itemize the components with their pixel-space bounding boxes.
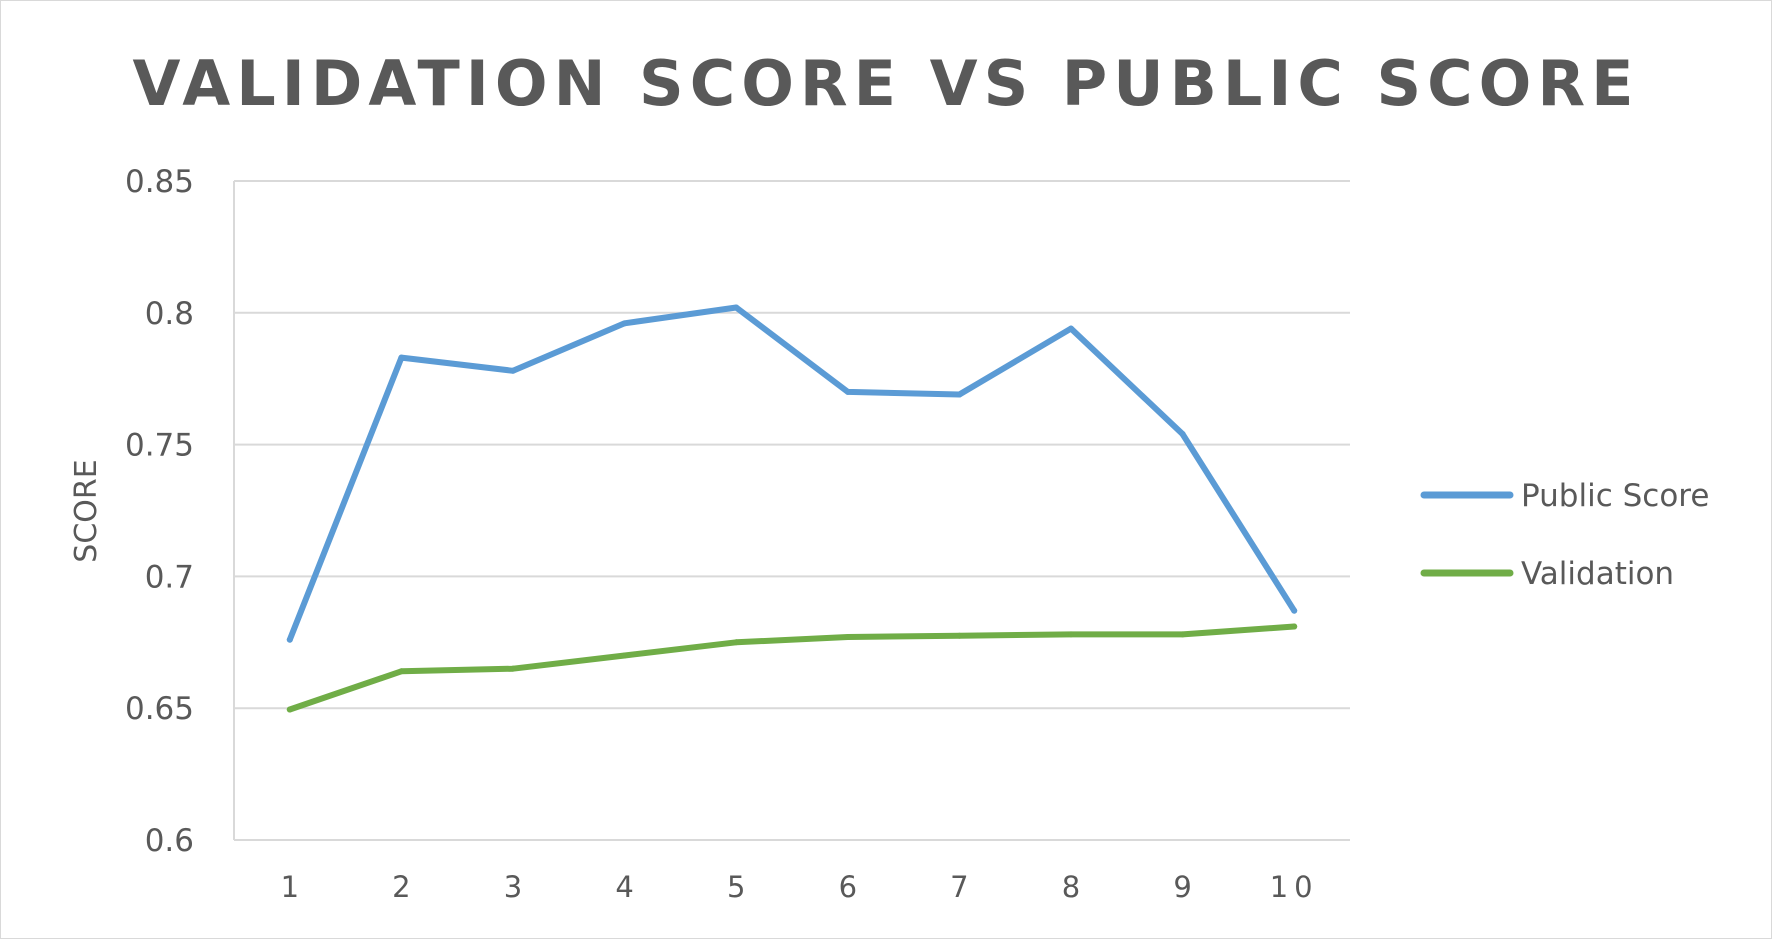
data-point [398,354,405,361]
x-tick-label: 9 [1173,870,1191,904]
x-tick-label: 6 [839,870,857,904]
y-tick-label: 0.75 [125,428,194,464]
data-point [621,652,628,659]
legend-label: Public Score [1521,478,1709,514]
data-point [1291,607,1298,614]
series-line-validation [286,623,1298,713]
data-point [1068,631,1074,638]
x-tick-label: 8 [1062,870,1080,904]
y-tick-label: 0.8 [145,296,194,332]
x-tick-label: 7 [950,870,968,904]
gridlines [233,180,1350,841]
data-point [1179,631,1186,638]
data-point [844,388,851,395]
data-point [1179,431,1186,438]
x-axis-ticks: 1 2 3 4 5 6 7 8 9 10 [281,870,1319,904]
y-tick-label: 0.85 [125,164,194,200]
x-tick-label: 4 [615,870,633,904]
x-tick-label: 1 [281,870,299,904]
legend: Public Score Validation [1420,478,1709,592]
x-tick-label: 10 [1270,870,1319,904]
data-point [733,639,740,646]
data-point [1068,325,1074,332]
y-tick-label: 0.65 [125,691,194,727]
data-point [1291,623,1298,630]
data-point [398,668,405,675]
series-line-public-score [286,304,1298,643]
legend-item-public-score: Public Score [1420,478,1709,514]
data-point [286,706,293,713]
data-point [733,304,740,311]
legend-item-validation: Validation [1420,556,1674,592]
data-point [621,320,628,327]
y-tick-label: 0.7 [145,559,194,595]
chart-title: VALIDATION SCORE VS PUBLIC SCORE [133,47,1640,120]
legend-label: Validation [1521,556,1674,592]
x-tick-label: 2 [392,870,410,904]
series-lines [286,304,1298,713]
data-point [956,391,963,398]
y-axis-ticks: 0.6 0.65 0.7 0.75 0.8 0.85 [125,164,194,859]
data-point [286,636,293,643]
x-tick-label: 5 [727,870,745,904]
x-tick-label: 3 [504,870,522,904]
data-point [510,665,516,672]
y-axis-title: SCORE [69,459,104,562]
data-point [844,634,851,641]
data-point [510,367,516,374]
data-point [956,632,963,639]
y-tick-label: 0.6 [145,823,194,859]
